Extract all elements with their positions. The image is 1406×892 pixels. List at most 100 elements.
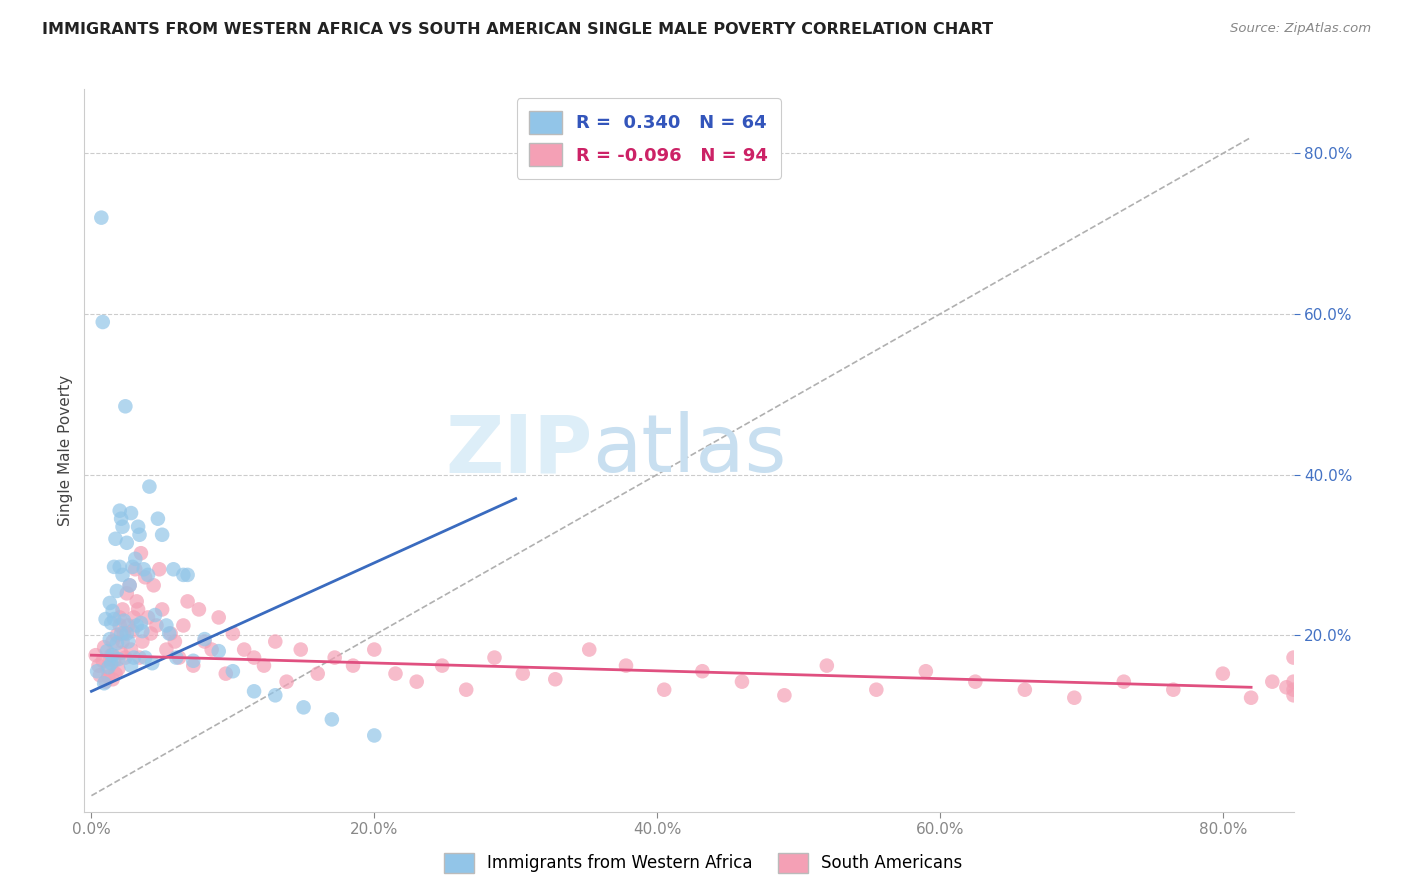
Point (131, 634, 153, 648)
Point (91, 315, 114, 329)
Point (159, 626, 181, 640)
Point (146, 511, 169, 525)
Point (105, 636, 128, 650)
Point (405, 674, 427, 689)
Point (120, 506, 142, 520)
Point (103, 654, 125, 668)
Point (342, 658, 364, 673)
Point (103, 560, 125, 574)
Point (100, 648, 122, 662)
Point (208, 610, 231, 624)
Point (94, 674, 117, 689)
Point (87, 658, 110, 673)
Point (114, 650, 136, 665)
Point (264, 689, 287, 703)
Point (176, 594, 198, 608)
Point (127, 602, 149, 616)
Point (107, 662, 129, 676)
Point (307, 666, 329, 681)
Point (110, 626, 132, 640)
Text: IMMIGRANTS FROM WESTERN AFRICA VS SOUTH AMERICAN SINGLE MALE POVERTY CORRELATION: IMMIGRANTS FROM WESTERN AFRICA VS SOUTH … (42, 22, 993, 37)
Point (193, 632, 215, 646)
Point (243, 684, 266, 698)
Point (107, 652, 129, 666)
Point (1261, 674, 1284, 689)
Point (176, 567, 198, 582)
Point (150, 602, 173, 616)
Point (865, 682, 887, 697)
Point (652, 682, 675, 697)
Point (731, 674, 754, 689)
Point (115, 626, 138, 640)
Point (127, 519, 149, 533)
Point (136, 610, 159, 624)
Point (112, 614, 135, 628)
Point (243, 650, 266, 665)
Point (118, 578, 141, 592)
Point (125, 594, 148, 608)
Point (430, 658, 453, 673)
Point (181, 658, 204, 673)
Point (1282, 682, 1305, 697)
Point (134, 570, 156, 584)
Point (484, 650, 506, 665)
Point (290, 642, 312, 657)
Point (111, 634, 134, 648)
Point (157, 626, 180, 640)
Point (100, 657, 122, 671)
Point (115, 586, 138, 600)
Point (544, 673, 567, 687)
Point (143, 608, 166, 623)
Point (103, 612, 125, 626)
Point (104, 532, 127, 546)
Point (90, 211, 112, 225)
Point (110, 511, 132, 525)
Point (1014, 682, 1036, 697)
Point (1275, 680, 1298, 694)
Point (97, 670, 120, 684)
Point (815, 658, 838, 673)
Point (101, 673, 124, 687)
Point (129, 615, 152, 630)
Point (115, 535, 138, 549)
Point (89, 668, 111, 682)
Point (93, 640, 115, 655)
Point (117, 634, 139, 648)
Point (165, 650, 187, 665)
Point (129, 546, 152, 560)
Point (384, 666, 406, 681)
Point (215, 666, 238, 681)
Point (222, 664, 245, 678)
Point (321, 712, 343, 726)
Point (112, 626, 135, 640)
Point (86, 664, 108, 678)
Point (172, 618, 194, 632)
Point (108, 618, 131, 632)
Point (363, 728, 385, 742)
Point (131, 624, 153, 639)
Point (172, 567, 194, 582)
Point (1282, 674, 1305, 689)
Point (139, 626, 162, 640)
Point (187, 602, 209, 616)
Point (512, 666, 534, 681)
Point (292, 700, 315, 714)
Point (222, 626, 245, 640)
Legend: Immigrants from Western Africa, South Americans: Immigrants from Western Africa, South Am… (437, 847, 969, 880)
Point (233, 642, 256, 657)
Point (276, 674, 298, 689)
Point (111, 602, 134, 616)
Point (155, 618, 177, 632)
Point (264, 634, 287, 648)
Point (108, 503, 131, 517)
Point (692, 664, 714, 678)
Point (100, 615, 122, 630)
Point (128, 650, 150, 665)
Point (114, 399, 136, 413)
Point (163, 634, 186, 648)
Point (91, 654, 114, 668)
Point (125, 618, 148, 632)
Point (121, 560, 143, 574)
Point (1282, 650, 1305, 665)
Point (96, 644, 118, 658)
